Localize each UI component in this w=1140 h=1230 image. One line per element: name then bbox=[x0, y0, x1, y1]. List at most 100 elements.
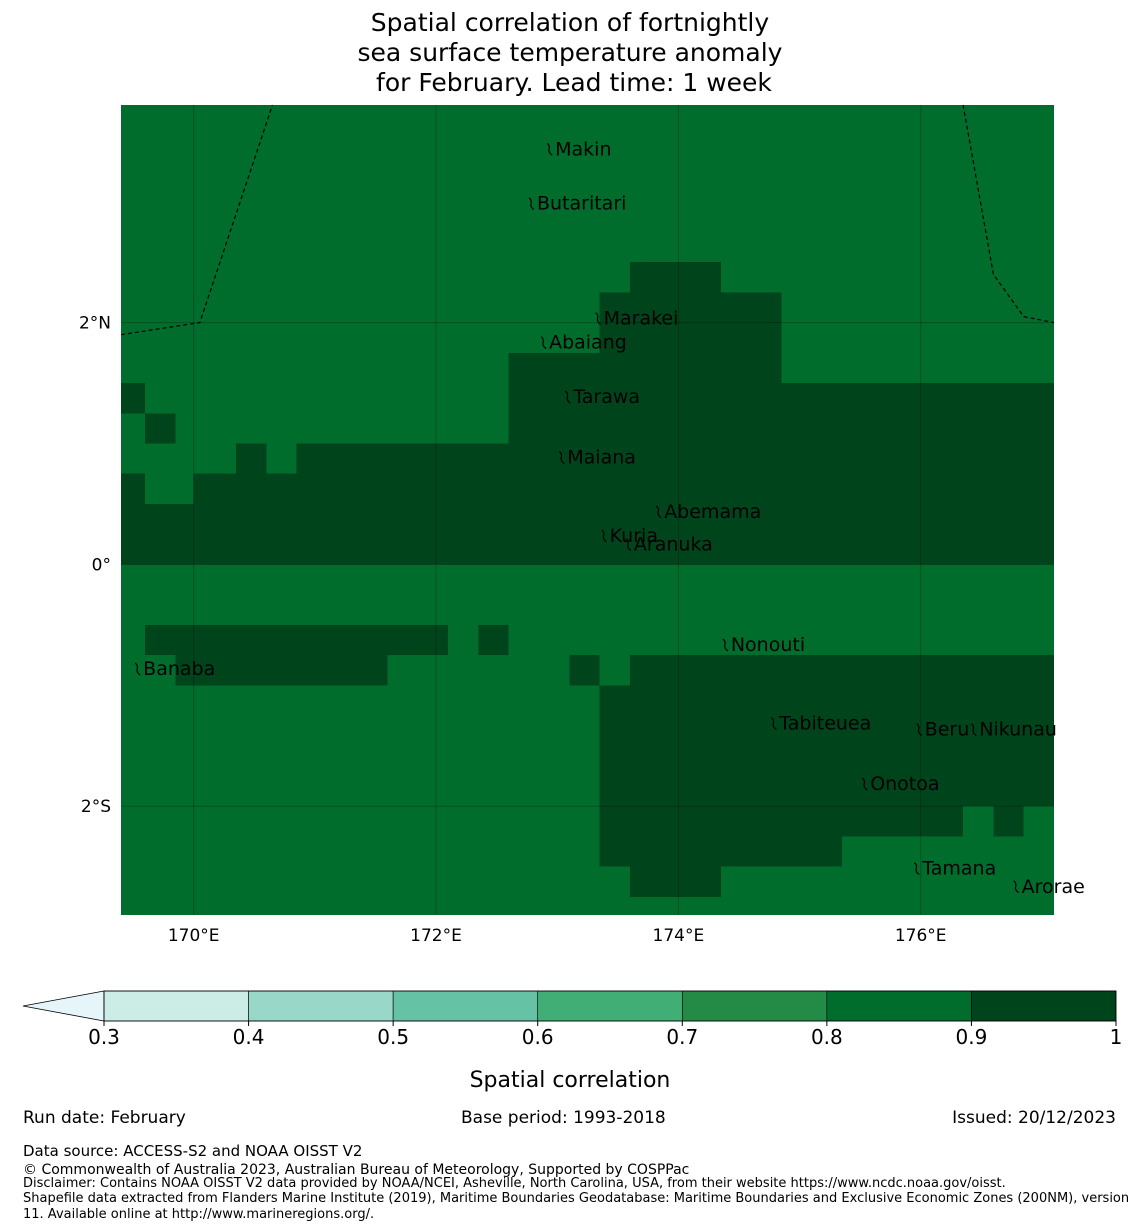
colorbar-tick-label: 1 bbox=[1110, 1025, 1123, 1049]
correlation-cell-block bbox=[387, 624, 449, 656]
island-label-tamana: Tamana bbox=[921, 858, 996, 880]
lat-tick-label: 2°N bbox=[79, 314, 111, 334]
correlation-cell-block bbox=[660, 866, 721, 897]
island-outline-onotoa bbox=[861, 777, 868, 791]
island-outline-tarawa bbox=[564, 390, 571, 404]
island-label-nonouti: Nonouti bbox=[731, 634, 805, 656]
island-label-beru: Beru bbox=[925, 719, 970, 741]
title-line-3: for February. Lead time: 1 week bbox=[368, 68, 772, 97]
data-source: Data source: ACCESS-S2 and NOAA OISST V2 bbox=[23, 1142, 363, 1160]
colorbar-segment bbox=[681, 990, 828, 1022]
island-label-kuria: Kuria bbox=[610, 525, 658, 547]
correlation-cell-block bbox=[629, 655, 1054, 686]
base-period: Base period: 1993-2018 bbox=[461, 1108, 666, 1128]
correlation-cell-block bbox=[569, 655, 600, 686]
lon-tick-label: 172°E bbox=[410, 926, 462, 946]
map-cells bbox=[121, 105, 1054, 915]
island-outline-nikunau bbox=[970, 723, 977, 737]
disclaimer: Disclaimer: Contains NOAA OISST V2 data … bbox=[23, 1176, 1006, 1191]
correlation-cell-block bbox=[599, 806, 964, 837]
eez-boundary-line bbox=[962, 104, 1055, 324]
lon-tick-label: 176°E bbox=[895, 926, 947, 946]
island-outline-abaiang bbox=[540, 336, 547, 350]
colorbar-segment bbox=[971, 990, 1117, 1022]
island-outline-banaba bbox=[134, 662, 141, 676]
copyright: © Commonwealth of Australia 2023, Austra… bbox=[23, 1162, 690, 1178]
correlation-cell-block bbox=[599, 685, 1054, 807]
colorbar-tick-label: 0.4 bbox=[233, 1025, 265, 1049]
colorbar-tick-label: 0.9 bbox=[956, 1025, 988, 1049]
island-label-butaritari: Butaritari bbox=[537, 193, 626, 215]
map-gridlines bbox=[121, 105, 1054, 915]
title-line-1: Spatial correlation of fortnightly bbox=[370, 8, 770, 37]
correlation-cell-block bbox=[508, 413, 903, 444]
island-label-nikunau: Nikunau bbox=[979, 719, 1057, 741]
island-outline-tabiteuea bbox=[770, 717, 777, 731]
correlation-cell-block bbox=[145, 624, 388, 656]
island-label-banaba: Banaba bbox=[143, 658, 215, 680]
colorbar-tick-label: 0.5 bbox=[377, 1025, 409, 1049]
colorbar-segment bbox=[248, 990, 394, 1022]
island-outline-beru bbox=[916, 723, 923, 737]
island-outline-marakei bbox=[595, 312, 601, 326]
island-label-onotoa: Onotoa bbox=[870, 773, 939, 795]
island-label-aranuka: Aranuka bbox=[634, 534, 713, 556]
colorbar-segment bbox=[826, 990, 972, 1022]
eez-boundary-line bbox=[120, 104, 274, 336]
correlation-cell-block bbox=[720, 292, 782, 353]
title-line-2: sea surface temperature anomaly bbox=[357, 38, 783, 67]
island-label-tabiteuea: Tabiteuea bbox=[778, 713, 871, 735]
colorbar-tick-label: 0.3 bbox=[88, 1025, 120, 1049]
correlation-cell-block bbox=[508, 352, 782, 384]
island-outline-arorae bbox=[1013, 880, 1020, 894]
island-label-arorae: Arorae bbox=[1022, 876, 1085, 898]
island-label-abaiang: Abaiang bbox=[549, 332, 627, 354]
correlation-cell-block bbox=[629, 262, 721, 293]
correlation-cell-block bbox=[1023, 443, 1054, 474]
correlation-cell-block bbox=[145, 413, 176, 444]
run-date: Run date: February bbox=[23, 1108, 186, 1128]
lat-tick-label: 0° bbox=[92, 555, 111, 575]
island-outline-aranuka bbox=[625, 538, 632, 552]
correlation-cell-block bbox=[175, 655, 388, 686]
axis-ticks: 170°E 172°E 174°E 176°E 2°N 0° 2°S bbox=[79, 314, 947, 946]
island-outline-tamana bbox=[913, 862, 920, 876]
shapefile-credit: Shapefile data extracted from Flanders M… bbox=[23, 1191, 1130, 1222]
chart-title: Spatial correlation of fortnightly sea s… bbox=[0, 8, 1140, 98]
correlation-cell-block bbox=[599, 836, 842, 867]
colorbar: 0.3 0.4 0.5 0.6 0.7 0.8 0.9 1 bbox=[22, 990, 1123, 1049]
island-outline-kuria bbox=[601, 529, 608, 543]
island-label-marakei: Marakei bbox=[604, 308, 679, 330]
island-label-maiana: Maiana bbox=[567, 447, 636, 469]
correlation-cell-block bbox=[629, 866, 661, 897]
correlation-cell-block bbox=[121, 383, 146, 414]
correlation-cell-block bbox=[478, 624, 509, 656]
colorbar-segment bbox=[103, 990, 249, 1022]
island-label-makin: Makin bbox=[555, 138, 611, 160]
island-outline-maiana bbox=[558, 451, 565, 465]
lat-tick-label: 2°S bbox=[81, 797, 111, 817]
correlation-cell-block bbox=[121, 473, 146, 565]
lon-tick-label: 174°E bbox=[653, 926, 705, 946]
colorbar-label: Spatial correlation bbox=[469, 1068, 671, 1093]
correlation-cell-block bbox=[296, 443, 1054, 474]
issued-date: Issued: 20/12/2023 bbox=[952, 1108, 1116, 1128]
island-markers bbox=[134, 142, 1020, 894]
colorbar-segment bbox=[392, 990, 539, 1022]
island-outline-butaritari bbox=[528, 197, 535, 211]
correlation-cell-block bbox=[993, 806, 1024, 837]
island-label-abemama: Abemama bbox=[664, 501, 761, 523]
correlation-cell-block bbox=[236, 443, 267, 474]
colorbar-tick-label: 0.6 bbox=[522, 1025, 554, 1049]
colorbar-segment bbox=[537, 990, 683, 1022]
eez-boundaries bbox=[120, 104, 1055, 336]
colorbar-tick-label: 0.7 bbox=[666, 1025, 698, 1049]
island-outline-abemama bbox=[655, 505, 662, 519]
colorbar-frame bbox=[103, 990, 1117, 1022]
island-outline-makin bbox=[546, 142, 553, 156]
island-outline-nonouti bbox=[722, 638, 729, 652]
correlation-cell-block bbox=[599, 292, 721, 353]
correlation-cell-block bbox=[145, 503, 1054, 565]
